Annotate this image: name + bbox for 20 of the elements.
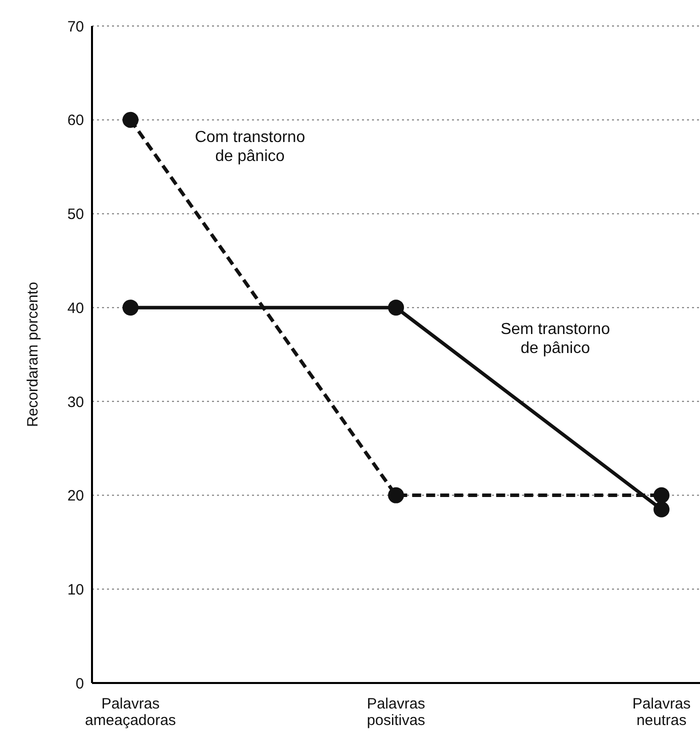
point (388, 487, 404, 504)
x-tick-label: Palavras ameaçadoras (85, 696, 176, 729)
y-tick-label: 70 (67, 18, 84, 36)
series-label: Com transtorno de pânico (194, 128, 306, 166)
y-tick-label: 20 (67, 488, 84, 505)
point (654, 487, 670, 504)
y-tick-label: 0 (76, 675, 84, 692)
y-tick-label: 30 (67, 394, 84, 411)
point (122, 300, 138, 316)
point (122, 112, 138, 128)
y-tick-label: 10 (67, 581, 84, 598)
y-tick-label: 50 (67, 206, 84, 224)
y-tick-label: 40 (67, 300, 84, 317)
x-tick-label: Palavras neutras (632, 696, 691, 729)
y-tick-label: 60 (67, 112, 84, 130)
point (388, 300, 404, 316)
point (654, 501, 670, 518)
y-axis-title: Recordaram porcento (24, 282, 42, 428)
x-tick-label: Palavras positivas (366, 696, 426, 729)
series-label: Sem transtorno de pânico (500, 320, 611, 358)
